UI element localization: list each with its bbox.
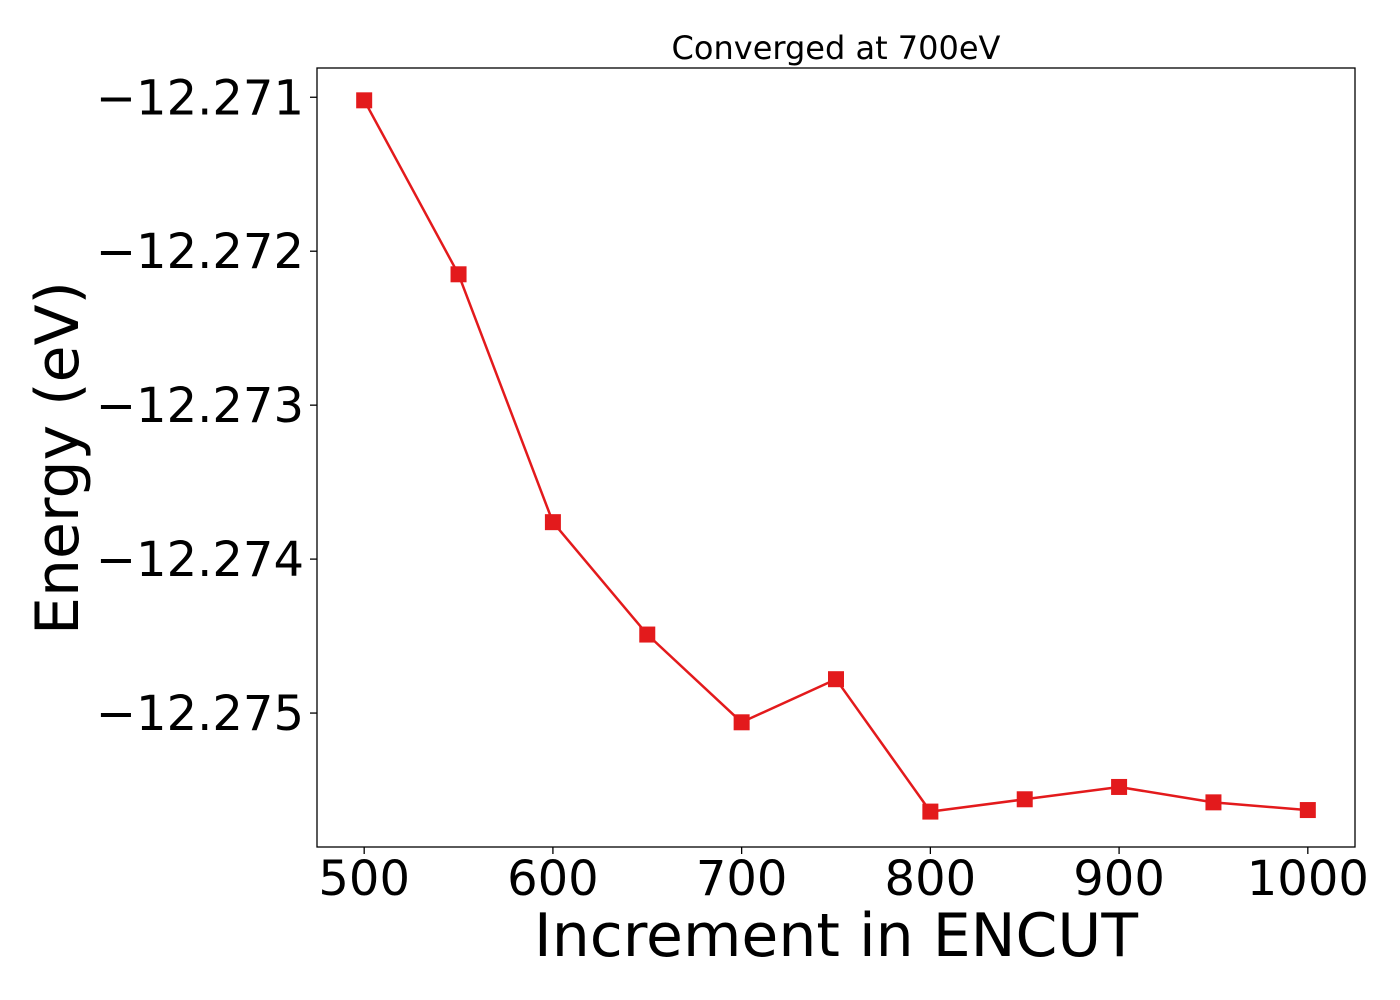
y-axis-label: Energy (eV) [23,281,93,635]
data-point-marker [450,266,467,283]
x-tick-label: 600 [507,851,599,907]
data-point-marker [639,626,656,643]
y-tick-label: −12.272 [96,224,304,280]
data-point-marker [828,671,844,688]
data-point-marker [356,92,373,109]
x-tick-label: 1000 [1247,851,1369,907]
y-tick-label: −12.274 [96,532,304,588]
x-axis-label: Increment in ENCUT [534,901,1138,971]
y-tick-label: −12.271 [96,70,304,126]
series-line [363,99,1308,813]
plot-area [316,67,1356,848]
plot-frame [316,67,1356,848]
chart-title: Converged at 700eV [672,29,1001,67]
series-layer [356,92,1316,820]
data-point-marker [922,803,939,820]
data-point-marker [1205,794,1222,811]
x-tick-label: 700 [696,851,788,907]
data-point-marker [1111,778,1128,795]
y-tick-label: −12.275 [96,686,304,742]
x-axis-ticks: 500 600 700 800 900 1000 [318,847,1369,907]
x-tick-label: 500 [318,851,410,907]
y-tick-label: −12.273 [96,378,304,434]
data-point-marker [544,514,561,531]
data-point-marker [733,714,750,731]
data-point-marker [1299,802,1316,819]
y-axis-ticks: −12.271 −12.272 −12.273 −12.274 −12.275 [96,70,317,742]
x-tick-label: 900 [1073,851,1165,907]
data-point-marker [1016,791,1033,808]
x-tick-label: 800 [885,851,977,907]
